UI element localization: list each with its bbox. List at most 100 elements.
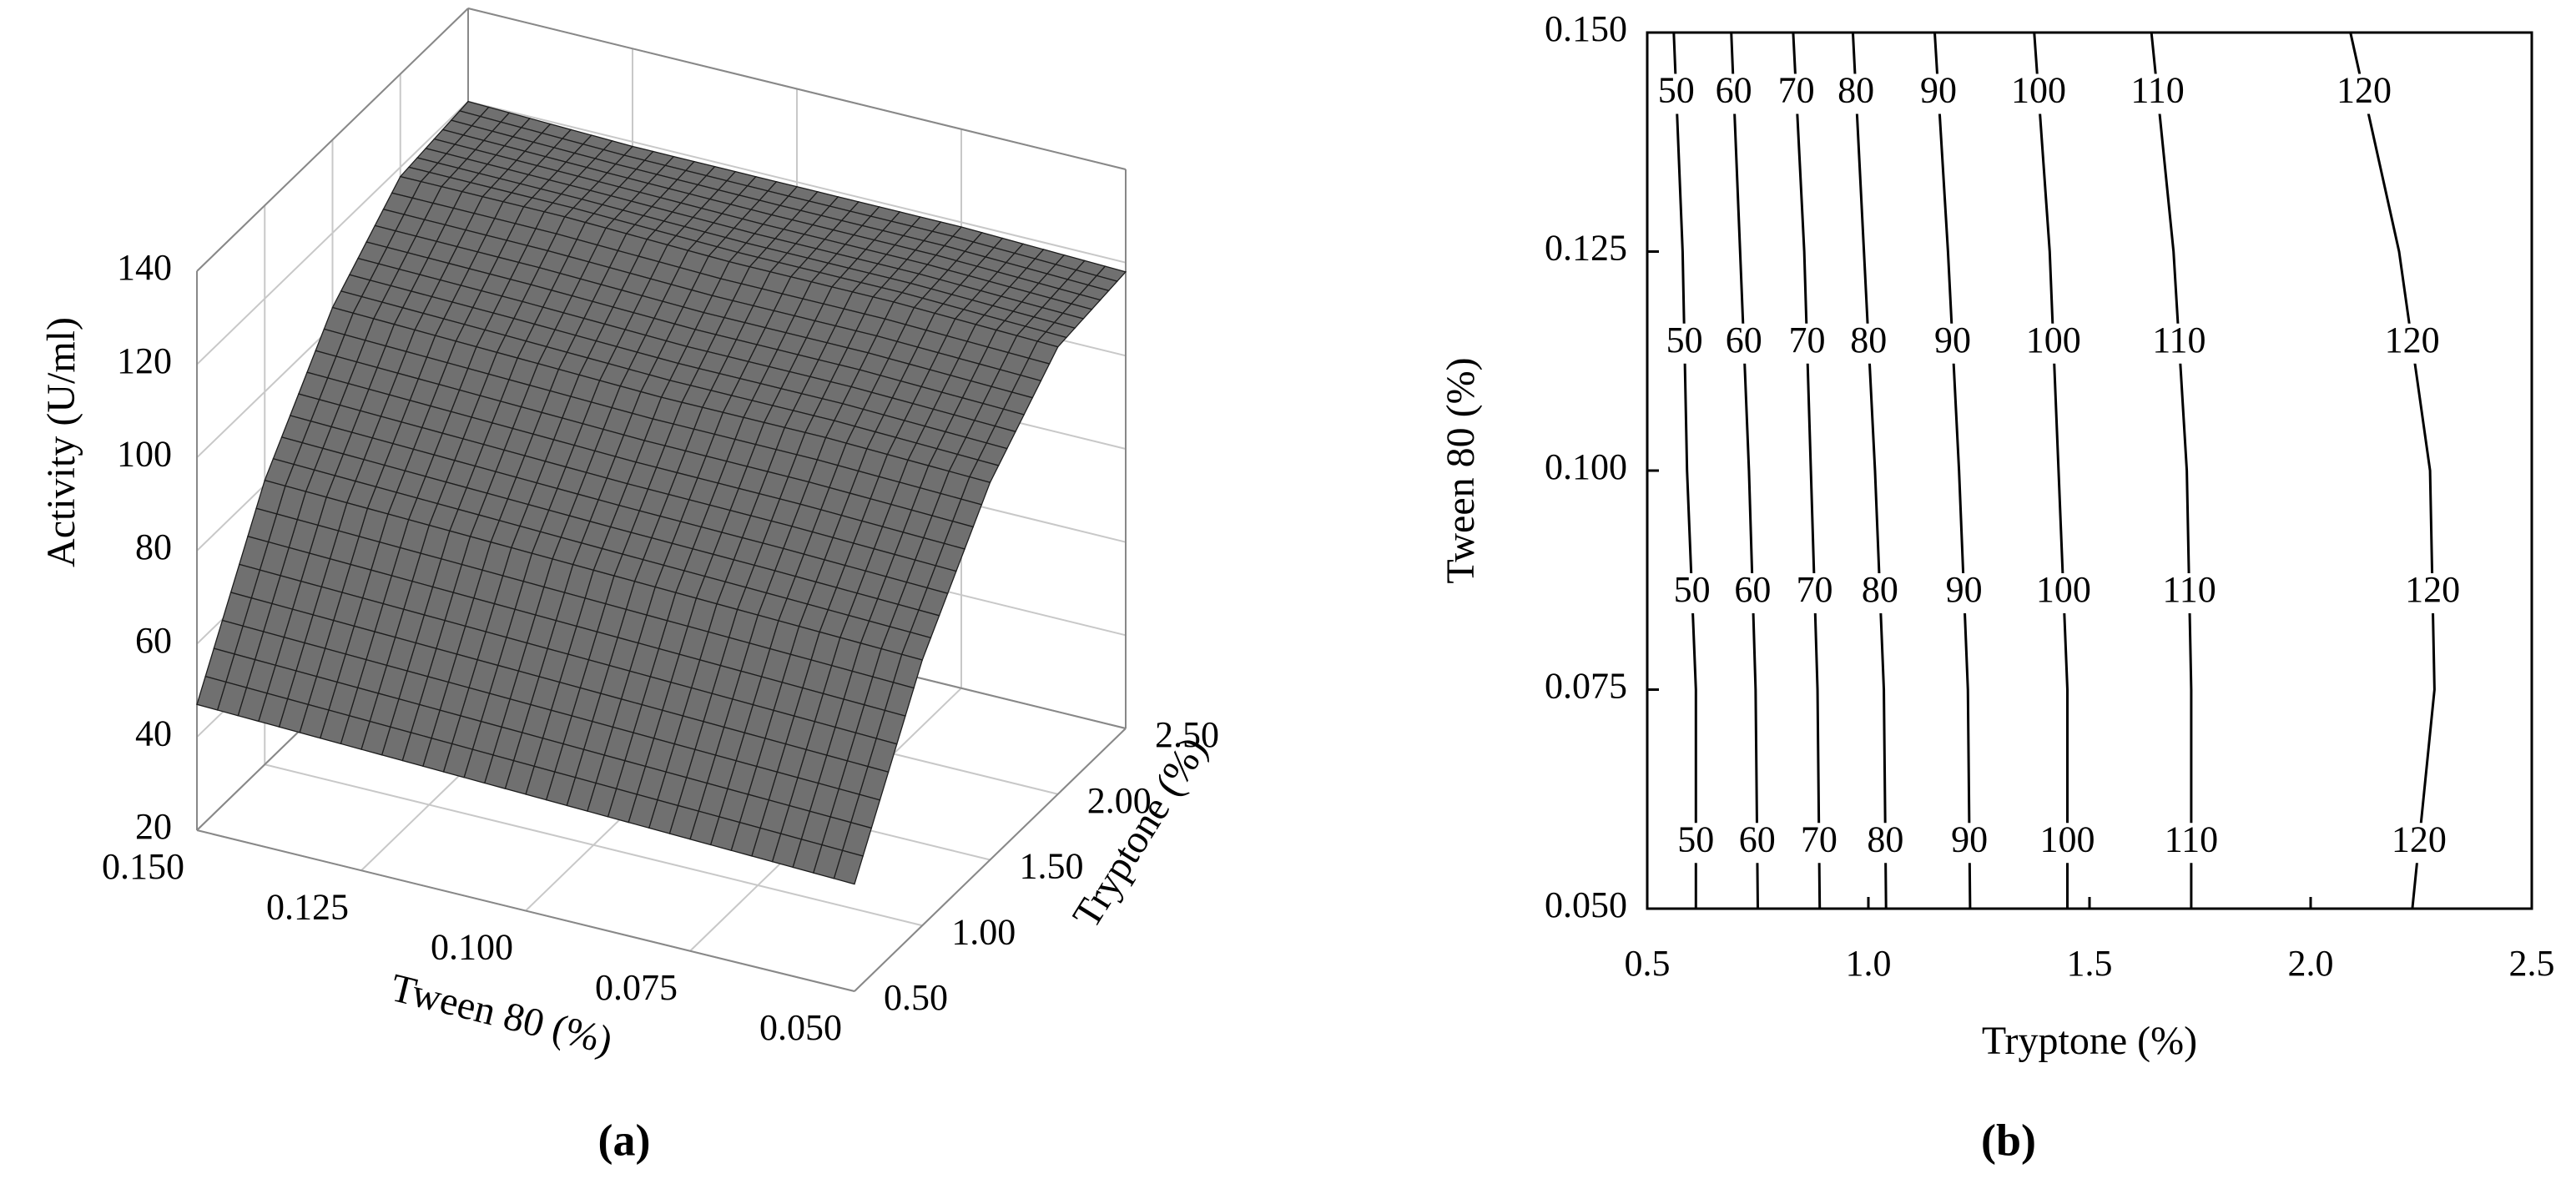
contour-label: 70 <box>1801 819 1837 859</box>
contour-line <box>1672 32 1697 909</box>
contour-label: 110 <box>2152 320 2205 360</box>
contour-line <box>2033 32 2069 909</box>
x-tick-label: 0.5 <box>1625 943 1671 984</box>
panel-label: (b) <box>1981 1115 2036 1165</box>
contour-label-bg <box>1856 573 1903 613</box>
contour-label-bg <box>2005 73 2072 114</box>
surface-cell <box>563 145 799 263</box>
contour-label: 60 <box>1734 569 1771 610</box>
x-axis-title: Tryptone (%) <box>1064 729 1216 935</box>
x-tick-label: 1.5 <box>2067 943 2113 984</box>
y-tick-label: 0.075 <box>1545 666 1627 707</box>
contour-label-bg <box>1862 823 1909 864</box>
contour-label-bg <box>2145 323 2212 364</box>
x-tick-label: 0.50 <box>884 977 948 1018</box>
contour-label: 120 <box>2385 320 2440 360</box>
contour-label: 110 <box>2165 819 2218 859</box>
y-tick-label: 0.075 <box>595 967 678 1008</box>
z-tick-label: 80 <box>135 526 172 567</box>
contour-label-bg <box>2399 573 2466 613</box>
y-tick-label: 0.050 <box>759 1007 842 1048</box>
x-tick-label: 2.00 <box>1087 780 1152 821</box>
contour-label-bg <box>1914 73 1962 114</box>
contour-label-bg <box>1720 323 1767 364</box>
contour-panel: 0.5 1.0 1.5 2.0 2.5 0.050 0.075 0.100 0.125 0.150… <box>1439 8 2554 1165</box>
z-tick-label: 20 <box>135 806 172 847</box>
contour-label: 80 <box>1850 320 1887 360</box>
contour-line <box>1933 32 1972 909</box>
z-axis-title: Activity (U/ml) <box>39 317 83 567</box>
surface-cell <box>196 479 431 750</box>
surface-cell <box>264 306 498 526</box>
contour-label-bg <box>2020 323 2087 364</box>
contour-label: 100 <box>2026 320 2081 360</box>
x-tick-label: 2.50 <box>1155 714 1219 755</box>
contour-label: 60 <box>1716 70 1752 111</box>
contour-line <box>2150 32 2193 909</box>
contour-label: 100 <box>2036 569 2091 610</box>
contour-label-bg <box>2379 323 2446 364</box>
contour-label-bg <box>2030 573 2097 613</box>
y-tick-label: 0.150 <box>1545 8 1627 49</box>
contour-label: 70 <box>1788 320 1825 360</box>
contour-label-bg <box>1668 573 1716 613</box>
plot-frame <box>1646 31 2533 910</box>
contour-line <box>2349 32 2436 909</box>
contour-label: 90 <box>1951 819 1988 859</box>
contour-label-bg <box>1652 73 1700 114</box>
y-tick-label: 0.100 <box>431 927 513 968</box>
contour-label-bg <box>1783 323 1831 364</box>
x-tick-label: 1.0 <box>1846 943 1892 984</box>
contour-label: 60 <box>1739 819 1776 859</box>
contour-label-bg <box>2331 73 2397 114</box>
contour-label-bg <box>2386 823 2452 864</box>
surface-cell <box>428 351 663 572</box>
contour-label-bg <box>1832 73 1880 114</box>
z-tick-label: 60 <box>135 620 172 661</box>
contour-label-bg <box>1845 323 1893 364</box>
panel-label: (a) <box>598 1115 651 1165</box>
box-edge <box>196 8 469 272</box>
contour-label-bg <box>1795 823 1843 864</box>
surface-cell <box>399 100 634 218</box>
surface-cell <box>660 260 895 439</box>
contour-label-bg <box>1661 323 1708 364</box>
box-edge <box>467 8 1127 170</box>
z-tick-label: 120 <box>117 340 172 381</box>
contour-label: 80 <box>1837 70 1874 111</box>
contour-label-bg <box>2034 823 2100 864</box>
contour-label-bg <box>1928 323 1976 364</box>
y-tick-label: 0.125 <box>266 886 349 927</box>
x-tick-label: 1.00 <box>951 911 1016 952</box>
contour-label-bg <box>2158 823 2225 864</box>
box-edge <box>854 728 1127 992</box>
contour-label: 80 <box>1867 819 1903 859</box>
contour-label-bg <box>2156 573 2223 613</box>
x-tick-label: 1.50 <box>1020 846 1084 887</box>
contour-label: 110 <box>2162 569 2216 610</box>
surface-facet <box>196 675 227 711</box>
contour-label: 50 <box>1666 320 1703 360</box>
contour-label: 50 <box>1674 569 1711 610</box>
y-axis-title: Tween 80 (%) <box>1439 357 1483 583</box>
surface-cell <box>525 569 759 840</box>
y-tick-label: 0.125 <box>1545 228 1627 269</box>
contour-label: 120 <box>2337 70 2392 111</box>
contour-label-bg <box>1791 573 1838 613</box>
grid-line <box>265 763 923 927</box>
contour-label: 100 <box>2040 819 2095 859</box>
surface-cell <box>824 301 1059 484</box>
contour-label: 120 <box>2405 569 2460 610</box>
contour-label-bg <box>1733 823 1781 864</box>
z-tick-label: 100 <box>117 433 172 474</box>
contour-label: 120 <box>2392 819 2447 859</box>
contour-label-bg <box>1729 573 1777 613</box>
contour-label: 70 <box>1797 569 1833 610</box>
contour-label-bg <box>1710 73 1757 114</box>
surface-cell <box>331 175 566 354</box>
x-axis-title: Tryptone (%) <box>1982 1019 2197 1063</box>
contour-label-bg <box>1940 573 1988 613</box>
surface-cell <box>757 436 991 661</box>
contour-line <box>1851 32 1888 909</box>
